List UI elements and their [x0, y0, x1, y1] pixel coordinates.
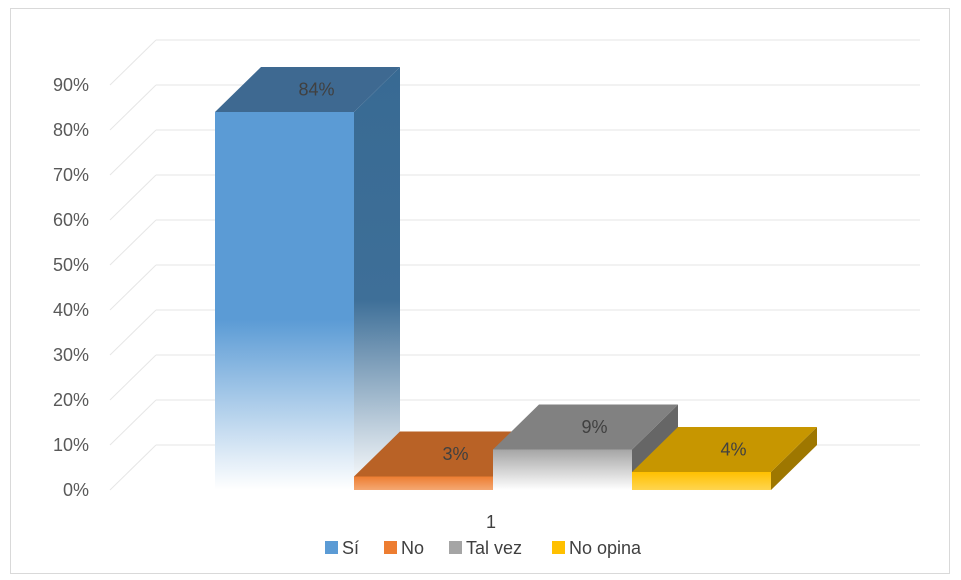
legend-item: Sí [325, 538, 359, 558]
y-tick-label: 60% [53, 210, 89, 230]
data-label: 4% [720, 440, 746, 460]
legend-label: No [401, 538, 424, 558]
bar-front-face [215, 112, 354, 490]
data-label: 3% [442, 444, 468, 464]
data-labels: 84% 3% 9% 4% [298, 80, 746, 465]
data-label: 9% [581, 417, 607, 437]
legend-label: No opina [569, 538, 642, 558]
gridline-side [109, 264, 157, 311]
gridline-side [109, 39, 157, 86]
bar-front-face [354, 476, 493, 490]
gridline-side [109, 309, 157, 356]
bar-sí [215, 67, 400, 490]
y-tick-label: 50% [53, 255, 89, 275]
bars [215, 67, 817, 490]
bar-top-face [215, 67, 400, 112]
y-tick-label: 80% [53, 120, 89, 140]
gridline-side [109, 84, 157, 131]
y-tick-label: 40% [53, 300, 89, 320]
y-tick-label: 10% [53, 435, 89, 455]
y-tick-label: 0% [63, 480, 89, 500]
bar-tal-vez [493, 404, 678, 490]
gridline-side [109, 129, 157, 176]
y-tick-label: 30% [53, 345, 89, 365]
bar-side-face [354, 67, 400, 490]
gridline-side [109, 219, 157, 266]
y-tick-label: 20% [53, 390, 89, 410]
legend-swatch [325, 541, 338, 554]
bar-top-face [632, 427, 817, 472]
y-axis-ticks: 0% 10% 20% 30% 40% 50% 60% 70% 80% 90% [53, 75, 89, 500]
legend-label: Sí [342, 538, 359, 558]
legend-swatch [552, 541, 565, 554]
y-tick-label: 90% [53, 75, 89, 95]
legend-swatch [384, 541, 397, 554]
legend-item: No [384, 538, 424, 558]
y-tick-label: 70% [53, 165, 89, 185]
bar-no-opina [632, 427, 817, 490]
legend: Sí No Tal vez No opina [325, 538, 642, 558]
legend-label: Tal vez [466, 538, 522, 558]
data-label: 84% [298, 80, 334, 100]
gridline-side [109, 354, 157, 401]
gridline-side [109, 399, 157, 446]
legend-item: No opina [552, 538, 642, 558]
legend-swatch [449, 541, 462, 554]
category-label: 1 [486, 512, 496, 532]
gridline-side [109, 444, 157, 491]
gridline-side [109, 174, 157, 221]
bar-side-face [771, 427, 817, 490]
bar-front-face [493, 449, 632, 490]
bar-top-face [354, 431, 539, 477]
bar-front-face [632, 472, 771, 490]
bar-top-face [493, 404, 678, 450]
legend-item: Tal vez [449, 538, 522, 558]
